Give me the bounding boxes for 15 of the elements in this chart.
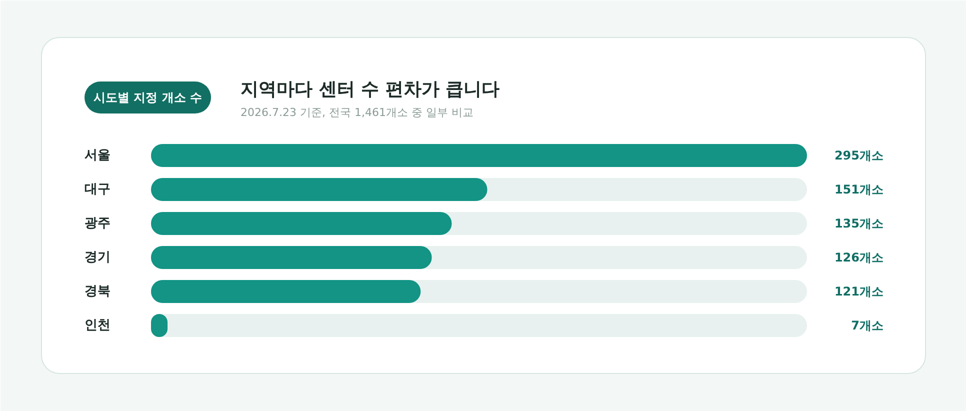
y-tick-label: 서울 <box>84 148 110 163</box>
chart-title: 지역마다 센터 수 편차가 큽니다 <box>240 79 500 100</box>
y-tick-label: 대구 <box>84 182 110 197</box>
chart-subtitle: 2026.7.23 기준, 전국 1,461개소 중 일부 비교 <box>240 106 474 119</box>
data-label: 121개소 <box>834 284 884 298</box>
data-label: 7개소 <box>851 318 884 332</box>
y-tick-label: 인천 <box>84 318 110 333</box>
data-label: 135개소 <box>834 216 884 230</box>
y-tick-label: 경북 <box>84 284 110 299</box>
data-label: 151개소 <box>834 182 884 196</box>
data-label: 126개소 <box>834 250 884 264</box>
y-tick-label: 경기 <box>84 250 110 265</box>
y-tick-label: 광주 <box>84 216 110 231</box>
text: 시도별 지정 개소 수 <box>94 90 202 104</box>
data-label: 295개소 <box>834 148 884 162</box>
